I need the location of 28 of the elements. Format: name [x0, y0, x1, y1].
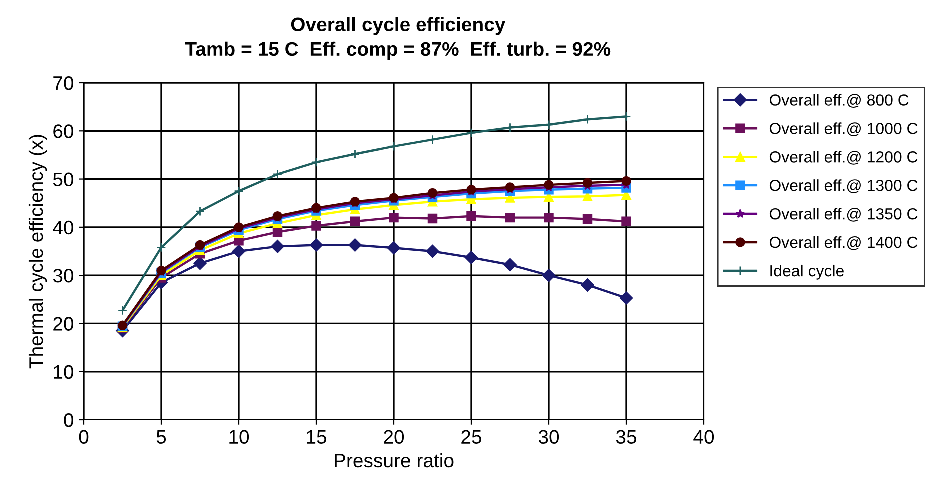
x-tick-label: 40	[694, 430, 714, 444]
x-tick-label: 5	[156, 430, 166, 444]
y-tick-label: 70	[54, 76, 74, 90]
y-tick-label: 10	[54, 365, 74, 380]
legend-label: Overall eff.@ 1300 C	[770, 180, 918, 194]
x-axis-title: Pressure ratio	[335, 453, 454, 468]
legend-label: Ideal cycle	[770, 264, 844, 280]
legend-label: Overall eff.@ 1400 C	[770, 236, 918, 250]
x-tick-label: 30	[538, 430, 560, 444]
legend-label: Overall eff.@ 1200 C	[770, 151, 918, 165]
x-tick-label: 0	[79, 430, 89, 444]
y-tick-label: 60	[54, 124, 74, 138]
y-tick-label: 50	[53, 172, 74, 187]
chart-subtitle: Tamb = 15 C Eff. comp = 87% Eff. turb. = 92%	[185, 42, 611, 60]
legend-label: Overall eff.@ 1000 C	[770, 122, 918, 136]
x-tick-label: 25	[462, 430, 482, 444]
x-tick-label: 35	[616, 430, 636, 444]
chart-title: Overall cycle efficiency	[291, 17, 506, 36]
x-tick-label: 10	[230, 430, 250, 444]
y-tick-label: 30	[53, 269, 74, 283]
legend-label: Overall eff.@ 800 C	[770, 94, 909, 108]
legend-label: Overall eff.@ 1350 C	[770, 208, 918, 222]
x-tick-label: 20	[384, 430, 404, 444]
y-axis-title: Thermal cycle efficiency (x)	[28, 135, 48, 369]
y-tick-label: 20	[54, 317, 74, 331]
x-tick-label: 15	[307, 430, 326, 444]
y-tick-label: 0	[64, 413, 74, 428]
y-tick-label: 40	[53, 220, 74, 235]
